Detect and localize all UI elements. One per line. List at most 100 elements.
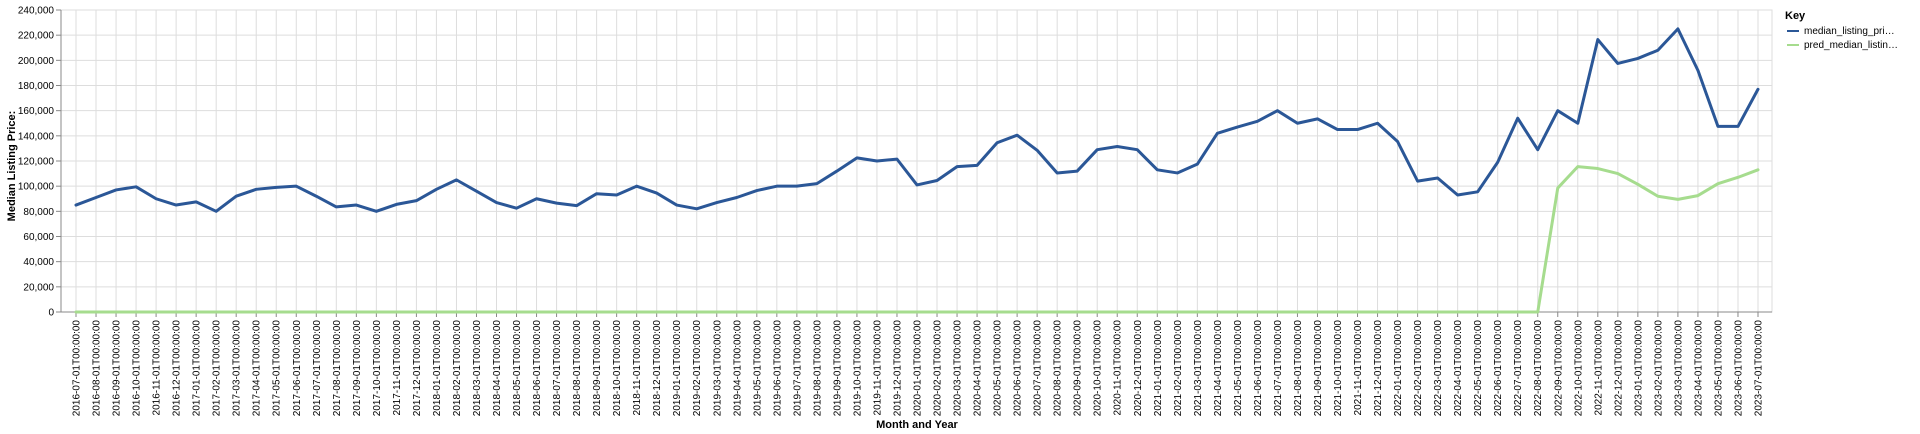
- x-tick-label: 2021-01-01T00:00:00: [1153, 320, 1164, 417]
- x-tick-label: 2023-02-01T00:00:00: [1653, 320, 1664, 417]
- legend-label-pred-median-listing-price: pred_median_listin…: [1804, 40, 1898, 51]
- x-tick-label: 2018-03-01T00:00:00: [472, 320, 483, 417]
- x-tick-label: 2020-02-01T00:00:00: [933, 320, 944, 417]
- x-tick-label: 2022-10-01T00:00:00: [1573, 320, 1584, 417]
- x-tick-label: 2022-05-01T00:00:00: [1473, 320, 1484, 417]
- x-tick-label: 2021-07-01T00:00:00: [1273, 320, 1284, 417]
- x-tick-label: 2017-03-01T00:00:00: [232, 320, 243, 417]
- x-tick-label: 2021-10-01T00:00:00: [1333, 320, 1344, 417]
- x-tick-label: 2019-12-01T00:00:00: [892, 320, 903, 417]
- x-tick-label: 2018-04-01T00:00:00: [492, 320, 503, 417]
- x-tick-label: 2022-08-01T00:00:00: [1533, 320, 1544, 417]
- x-tick-label: 2016-08-01T00:00:00: [92, 320, 103, 417]
- x-tick-label: 2023-01-01T00:00:00: [1633, 320, 1644, 417]
- x-tick-label: 2019-01-01T00:00:00: [672, 320, 683, 417]
- x-tick-label: 2020-06-01T00:00:00: [1013, 320, 1024, 417]
- x-tick-label: 2018-08-01T00:00:00: [572, 320, 583, 417]
- x-tick-label: 2017-04-01T00:00:00: [252, 320, 263, 417]
- x-tick-label: 2018-02-01T00:00:00: [452, 320, 463, 417]
- x-tick-label: 2019-09-01T00:00:00: [832, 320, 843, 417]
- x-tick-label: 2021-11-01T00:00:00: [1353, 320, 1364, 416]
- x-tick-label: 2019-05-01T00:00:00: [752, 320, 763, 417]
- x-tick-label: 2022-11-01T00:00:00: [1593, 320, 1604, 416]
- x-tick-label: 2023-05-01T00:00:00: [1713, 320, 1724, 417]
- x-tick-label: 2022-03-01T00:00:00: [1433, 320, 1444, 417]
- legend-title: Key: [1785, 10, 1806, 22]
- x-tick-label: 2016-11-01T00:00:00: [152, 320, 163, 416]
- x-tick-label: 2019-10-01T00:00:00: [852, 320, 863, 417]
- x-tick-label: 2020-11-01T00:00:00: [1113, 320, 1124, 416]
- y-axis-title: Median Listing Price:: [6, 111, 18, 222]
- x-tick-label: 2019-11-01T00:00:00: [872, 320, 883, 416]
- y-tick-label: 0: [48, 308, 54, 319]
- x-tick-label: 2022-12-01T00:00:00: [1613, 320, 1624, 417]
- x-tick-label: 2017-12-01T00:00:00: [412, 320, 423, 417]
- x-tick-label: 2021-09-01T00:00:00: [1313, 320, 1324, 417]
- series-line-pred-median-listing-price: [74, 165, 1760, 314]
- y-tick-label: 80,000: [23, 207, 54, 218]
- x-tick-label: 2018-10-01T00:00:00: [612, 320, 623, 417]
- x-tick-label: 2018-01-01T00:00:00: [432, 320, 443, 417]
- x-axis: 2016-07-01T00:00:00 2016-08-01T00:00:00 20…: [61, 311, 1772, 417]
- legend: Key median_listing_pri… pred_median_list…: [1785, 10, 1898, 51]
- y-tick-label: 160,000: [18, 106, 55, 117]
- y-tick-label: 100,000: [18, 182, 55, 193]
- x-tick-label: 2016-10-01T00:00:00: [132, 320, 143, 417]
- x-tick-label: 2021-05-01T00:00:00: [1233, 320, 1244, 417]
- x-tick-label: 2022-06-01T00:00:00: [1493, 320, 1504, 417]
- y-tick-label: 200,000: [18, 56, 55, 67]
- x-tick-label: 2021-03-01T00:00:00: [1193, 320, 1204, 417]
- x-tick-label: 2017-01-01T00:00:00: [192, 320, 203, 417]
- y-tick-label: 60,000: [23, 232, 54, 243]
- x-tick-label: 2016-12-01T00:00:00: [172, 320, 183, 417]
- x-tick-label: 2020-08-01T00:00:00: [1053, 320, 1064, 417]
- x-tick-label: 2022-07-01T00:00:00: [1513, 320, 1524, 417]
- x-tick-label: 2020-12-01T00:00:00: [1133, 320, 1144, 417]
- x-tick-label: 2018-09-01T00:00:00: [592, 320, 603, 417]
- x-tick-label: 2019-04-01T00:00:00: [732, 320, 743, 417]
- x-tick-label: 2017-10-01T00:00:00: [372, 320, 383, 417]
- x-tick-label: 2018-12-01T00:00:00: [652, 320, 663, 417]
- x-tick-label: 2018-11-01T00:00:00: [632, 320, 643, 416]
- x-tick-label: 2021-06-01T00:00:00: [1253, 320, 1264, 417]
- x-axis-title: Month and Year: [876, 419, 958, 431]
- x-tick-label: 2022-09-01T00:00:00: [1553, 320, 1564, 417]
- x-tick-label: 2021-08-01T00:00:00: [1293, 320, 1304, 417]
- x-tick-label: 2017-08-01T00:00:00: [332, 320, 343, 417]
- y-tick-label: 180,000: [18, 81, 55, 92]
- y-tick-label: 20,000: [23, 282, 54, 293]
- x-tick-label: 2022-01-01T00:00:00: [1393, 320, 1404, 417]
- grid-lines: [60, 9, 1773, 313]
- x-tick-label: 2018-07-01T00:00:00: [552, 320, 563, 417]
- x-tick-label: 2021-02-01T00:00:00: [1173, 320, 1184, 417]
- x-tick-label: 2023-07-01T00:00:00: [1754, 320, 1765, 417]
- x-tick-label: 2017-06-01T00:00:00: [292, 320, 303, 417]
- y-tick-label: 140,000: [18, 131, 55, 142]
- x-tick-label: 2018-06-01T00:00:00: [532, 320, 543, 417]
- x-tick-label: 2017-07-01T00:00:00: [312, 320, 323, 417]
- x-tick-label: 2021-12-01T00:00:00: [1373, 320, 1384, 417]
- x-tick-label: 2022-02-01T00:00:00: [1413, 320, 1424, 417]
- x-tick-label: 2023-06-01T00:00:00: [1733, 320, 1744, 417]
- y-tick-label: 40,000: [23, 257, 54, 268]
- y-tick-label: 120,000: [18, 157, 55, 168]
- series-line-median-listing-price: [74, 27, 1760, 213]
- x-tick-label: 2017-05-01T00:00:00: [272, 320, 283, 417]
- series-layer: [74, 27, 1760, 314]
- x-tick-label: 2020-01-01T00:00:00: [913, 320, 924, 417]
- y-tick-label: 240,000: [18, 6, 55, 17]
- x-tick-label: 2019-03-01T00:00:00: [712, 320, 723, 417]
- x-tick-label: 2020-04-01T00:00:00: [973, 320, 984, 417]
- x-tick-label: 2016-07-01T00:00:00: [72, 320, 83, 417]
- x-tick-label: 2020-10-01T00:00:00: [1093, 320, 1104, 417]
- legend-label-median-listing-price: median_listing_pri…: [1804, 26, 1895, 37]
- x-tick-label: 2016-09-01T00:00:00: [112, 320, 123, 417]
- x-tick-label: 2020-03-01T00:00:00: [953, 320, 964, 417]
- x-tick-label: 2020-07-01T00:00:00: [1033, 320, 1044, 417]
- x-tick-label: 2019-02-01T00:00:00: [692, 320, 703, 417]
- y-axis: 0 20,000 40,000 60,000 80,000 100,000 120,000 1…: [18, 6, 62, 319]
- x-tick-label: 2020-09-01T00:00:00: [1073, 320, 1084, 417]
- x-tick-label: 2019-08-01T00:00:00: [812, 320, 823, 417]
- x-tick-label: 2017-11-01T00:00:00: [392, 320, 403, 416]
